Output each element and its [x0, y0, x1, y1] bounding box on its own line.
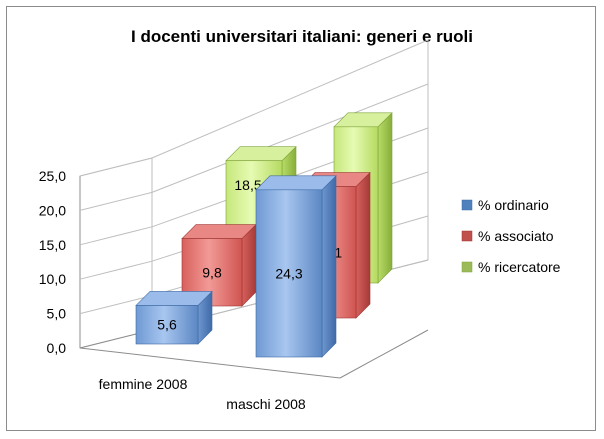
- bar-front: [255, 189, 323, 358]
- bar-ordinario-0: 5,6: [135, 290, 213, 345]
- category-label: maschi 2008: [226, 396, 306, 412]
- data-label: 9,8: [202, 264, 222, 280]
- bar-front: [135, 305, 199, 345]
- legend-swatch: [461, 199, 473, 211]
- y-tick-label: 5,0: [47, 306, 67, 322]
- legend-swatch: [461, 230, 473, 242]
- y-tick-label: 20,0: [39, 202, 66, 218]
- legend-swatch: [461, 261, 473, 273]
- data-label: 18,5: [234, 177, 261, 193]
- data-label: 5,6: [157, 317, 177, 333]
- legend-label: % associato: [478, 228, 554, 244]
- gridline: [79, 226, 153, 246]
- bar-side: [355, 171, 371, 319]
- category-labels: femmine 2008 maschi 2008: [99, 376, 306, 412]
- bar-top: [255, 175, 337, 191]
- y-axis-ticks: 0,0 5,0 10,0 15,0 20,0 25,0: [39, 168, 66, 356]
- data-label: 24,3: [275, 265, 302, 281]
- gridline: [151, 83, 429, 193]
- legend-label: % ricercatore: [478, 259, 561, 275]
- gridline: [79, 191, 153, 211]
- gridline: [79, 295, 153, 315]
- bar-side: [321, 175, 337, 358]
- bar-side: [377, 112, 393, 284]
- chart-title: I docenti universitari italiani: generi …: [131, 27, 473, 46]
- bar-ordinario-1: 24,3: [255, 175, 337, 358]
- legend: % ordinario % associato % ricercatore: [461, 197, 561, 275]
- legend-label: % ordinario: [478, 197, 549, 213]
- y-tick-label: 15,0: [39, 237, 66, 253]
- y-tick-label: 0,0: [47, 340, 67, 356]
- gridline: [151, 39, 429, 159]
- floor-right-edge: [339, 329, 429, 379]
- gridline: [79, 157, 153, 177]
- floor-front-edge: [79, 347, 341, 379]
- gridline: [79, 260, 153, 280]
- y-tick-label: 10,0: [39, 271, 66, 287]
- y-tick-label: 25,0: [39, 168, 66, 184]
- category-label: femmine 2008: [99, 376, 188, 392]
- bars: 18,59,85,622,719,124,3: [135, 112, 393, 358]
